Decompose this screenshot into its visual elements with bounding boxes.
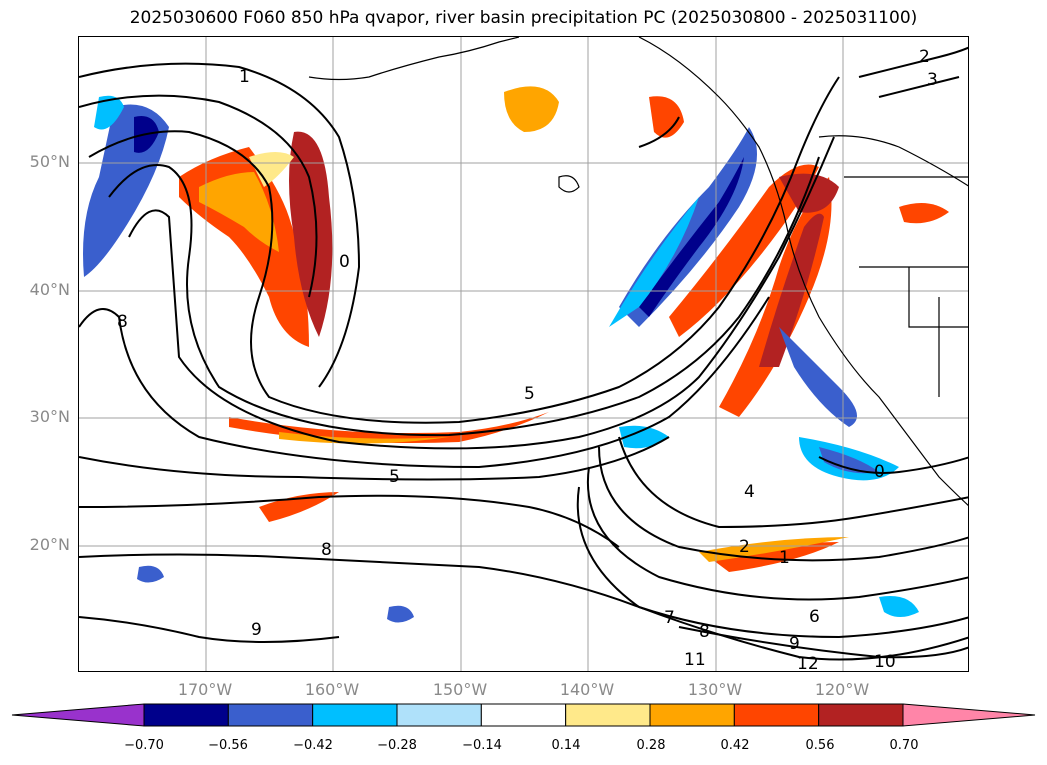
contour-label: 1 — [779, 548, 790, 568]
coastlines — [308, 37, 968, 506]
contour-label: 4 — [744, 482, 755, 502]
colorbar-extend-low — [11, 703, 145, 727]
contour-label: 7 — [664, 608, 675, 628]
contour-label: 10 — [874, 652, 896, 672]
contour-label: 2 — [919, 47, 930, 67]
colorbar-tick-label: 0.56 — [805, 738, 835, 753]
contour-label: 8 — [117, 312, 128, 332]
colorbar-tick-label: 0.28 — [636, 738, 666, 753]
lon-label-130w: 130°W — [687, 680, 743, 699]
contour-label: 5 — [524, 384, 535, 404]
map-svg: 1 2 3 0 8 5 5 4 6 7 8 9 10 11 12 0 2 1 8… — [79, 37, 968, 672]
colorbar-cell — [649, 703, 735, 727]
contour-label: 12 — [797, 654, 819, 672]
lat-label-30n: 30°N — [29, 407, 70, 426]
lon-label-140w: 140°W — [559, 680, 615, 699]
contour-label: 6 — [809, 607, 820, 627]
lon-label-160w: 160°W — [304, 680, 360, 699]
colorbar-cell — [143, 703, 229, 727]
colorbar — [11, 703, 1036, 727]
contour-label: 9 — [251, 620, 262, 640]
colorbar-tick-label: −0.42 — [293, 738, 333, 753]
contour-label: 2 — [739, 537, 750, 557]
contour-label: 11 — [684, 650, 706, 670]
colorbar-cell — [480, 703, 567, 727]
map-title: 2025030600 F060 850 hPa qvapor, river ba… — [129, 8, 918, 28]
contour-label: 9 — [789, 634, 800, 654]
anomaly-shading — [83, 86, 949, 623]
lat-label-20n: 20°N — [29, 535, 70, 554]
colorbar-tick-label: 0.42 — [720, 738, 750, 753]
lon-label-150w: 150°W — [432, 680, 488, 699]
colorbar-cell — [396, 703, 482, 727]
contour-label: 0 — [874, 462, 885, 482]
contour-label: 1 — [239, 67, 250, 87]
contour-label: 8 — [699, 622, 710, 642]
colorbar-tick-label: 0.70 — [889, 738, 919, 753]
contour-label: 5 — [389, 467, 400, 487]
contour-label: 8 — [321, 540, 332, 560]
colorbar-tick-label: −0.56 — [208, 738, 248, 753]
contour-label: 0 — [339, 252, 350, 272]
map-panel: 1 2 3 0 8 5 5 4 6 7 8 9 10 11 12 0 2 1 8… — [78, 36, 969, 672]
colorbar-tick-label: −0.70 — [124, 738, 164, 753]
contour-label-group: 1 2 3 0 8 5 5 4 6 7 8 9 10 11 12 0 2 1 8… — [117, 47, 938, 672]
lon-label-170w: 170°W — [177, 680, 233, 699]
colorbar-extend-high — [902, 703, 1036, 727]
colorbar-cell — [312, 703, 398, 727]
colorbar-tick-label: 0.14 — [551, 738, 581, 753]
colorbar-cell — [565, 703, 651, 727]
lon-label-120w: 120°W — [814, 680, 870, 699]
graticule — [79, 37, 968, 671]
colorbar-cell — [227, 703, 314, 727]
colorbar-tick-label: −0.28 — [377, 738, 417, 753]
colorbar-cell — [818, 703, 904, 727]
contour-label: 3 — [927, 70, 938, 90]
lat-label-40n: 40°N — [29, 280, 70, 299]
colorbar-cell — [733, 703, 820, 727]
lat-label-50n: 50°N — [29, 152, 70, 171]
colorbar-tick-label: −0.14 — [462, 738, 502, 753]
qvapor-contours — [79, 46, 968, 661]
